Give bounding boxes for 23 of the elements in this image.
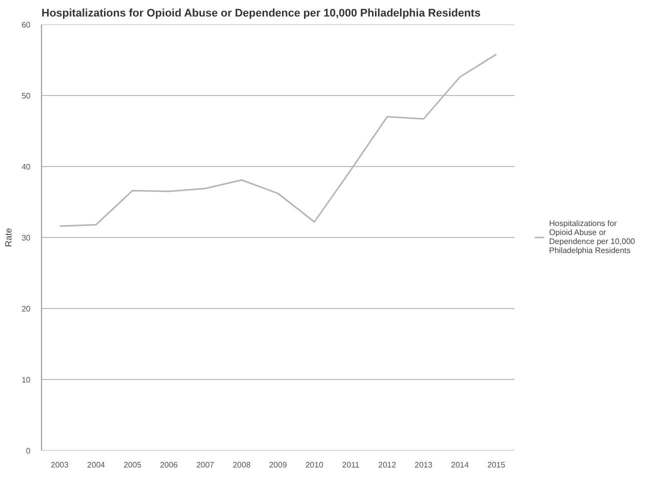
x-tick-label: 2013	[414, 460, 433, 470]
y-tick-label: 50	[22, 92, 32, 100]
x-tick-label: 2015	[487, 460, 506, 470]
x-tick-label: 2011	[342, 460, 360, 470]
x-tick-label: 2014	[451, 460, 470, 470]
x-tick-label: 2009	[269, 460, 288, 470]
x-tick-label: 2008	[232, 460, 252, 470]
y-tick-label: 20	[22, 304, 32, 314]
legend-label: Hospitalizations for Opioid Abuse or Dependence per 10,000 Philadelphia Residents	[549, 219, 635, 255]
y-tick-label: 0	[26, 446, 32, 456]
x-tick-label: 2006	[160, 460, 178, 470]
x-tick-label: 2012	[378, 460, 397, 470]
y-tick-label: 30	[22, 234, 32, 242]
chart-title: Hospitalizations for Opioid Abuse or Dependence per 10,000 Philadelphia Residents	[42, 8, 481, 20]
y-tick-label: 10	[22, 376, 32, 384]
y-axis-title: Rate	[4, 228, 14, 248]
x-tick-label: 2007	[196, 460, 215, 470]
x-tick-label: 2004	[87, 460, 106, 470]
x-tick-label: 2010	[305, 460, 324, 470]
y-tick-label: 40	[22, 162, 32, 172]
x-tick-label: 2005	[124, 460, 142, 470]
y-tick-label: 60	[22, 20, 32, 30]
x-tick-label: 2003	[50, 460, 70, 470]
